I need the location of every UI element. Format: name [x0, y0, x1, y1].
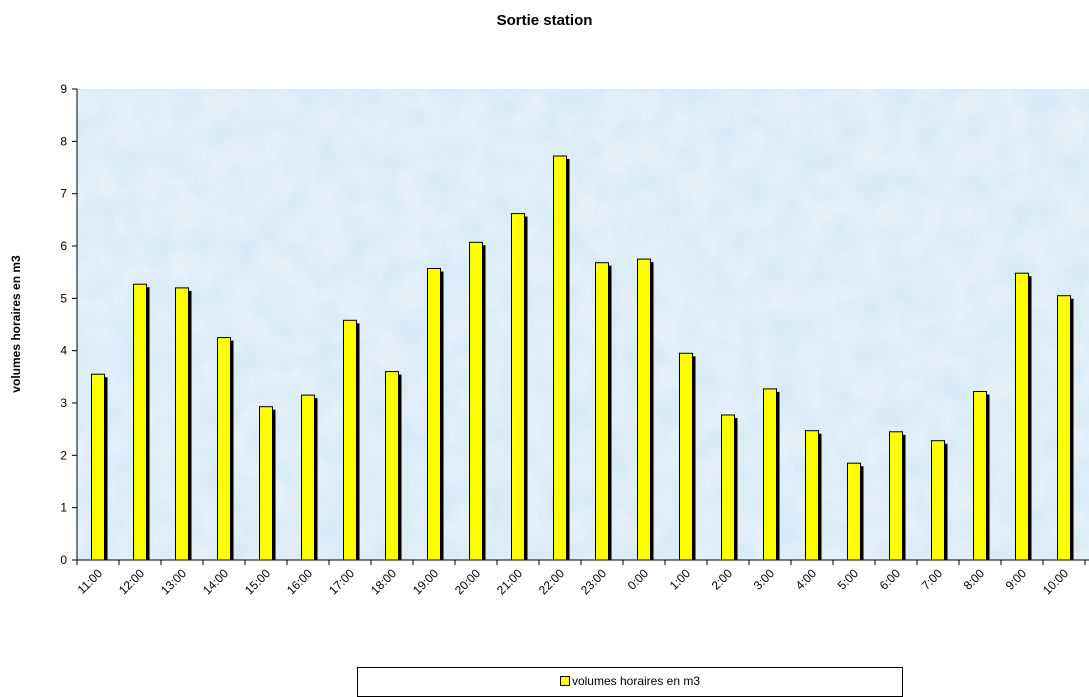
x-tick-label: 16:00: [284, 566, 315, 597]
x-tick-label: 17:00: [326, 566, 357, 597]
x-tick-label: 8:00: [961, 566, 988, 593]
bar: [427, 268, 444, 561]
bar: [1057, 295, 1074, 561]
bar-fill: [637, 258, 651, 561]
chart-title: Sortie station: [496, 12, 593, 29]
y-tick-label: 4: [60, 344, 67, 358]
x-tick-label: 1:00: [667, 566, 694, 593]
x-tick-label: 0:00: [625, 566, 652, 593]
bar: [259, 406, 276, 561]
bar-fill: [343, 319, 357, 561]
bar-fill: [805, 430, 819, 561]
bar-fill: [595, 262, 609, 561]
legend-item: volumes horaires en m3: [358, 674, 902, 688]
bar-fill: [1057, 295, 1071, 561]
legend-label: volumes horaires en m3: [571, 674, 701, 688]
x-tick-label: 3:00: [751, 566, 778, 593]
bar: [553, 155, 570, 561]
bar: [973, 391, 990, 561]
bar-fill: [1015, 272, 1029, 561]
bar-fill: [301, 394, 315, 561]
bar-fill: [931, 440, 945, 561]
bar-fill: [385, 371, 399, 561]
bar-fill: [679, 352, 693, 561]
bar-fill: [553, 155, 567, 561]
x-tick-label: 20:00: [452, 566, 483, 597]
y-tick-label: 1: [60, 501, 67, 515]
y-tick-label: 8: [60, 134, 67, 148]
y-tick-label: 5: [60, 291, 67, 305]
x-tick-label: 19:00: [410, 566, 441, 597]
bar-fill: [217, 337, 231, 561]
y-tick-label: 0: [60, 553, 67, 567]
legend: volumes horaires en m3: [357, 667, 903, 697]
bar: [175, 287, 192, 561]
bar: [217, 337, 234, 561]
plot-area: [77, 89, 1089, 560]
bar-fill: [175, 287, 189, 561]
x-tick-label: 7:00: [919, 566, 946, 593]
bar: [343, 319, 360, 561]
bar-fill: [91, 373, 105, 561]
bar: [91, 373, 108, 561]
bar: [301, 394, 318, 561]
bar-fill: [721, 414, 735, 561]
bar: [679, 352, 696, 561]
bar: [805, 430, 822, 561]
x-tick-label: 5:00: [835, 566, 862, 593]
bar: [133, 283, 150, 561]
bar: [385, 371, 402, 561]
bar-fill: [889, 431, 903, 561]
y-tick-label: 7: [60, 187, 67, 201]
x-tick-label: 22:00: [536, 566, 567, 597]
x-tick-label: 13:00: [158, 566, 189, 597]
y-axis-title: volumes horaires en m3: [9, 255, 23, 393]
x-tick-label: 12:00: [116, 566, 147, 597]
bar-fill: [427, 268, 441, 561]
bar-fill: [469, 241, 483, 561]
bar: [847, 462, 864, 561]
bar-fill: [847, 462, 861, 561]
bar: [595, 262, 612, 561]
x-tick-label: 9:00: [1003, 566, 1030, 593]
bar-fill: [763, 388, 777, 561]
x-tick-label: 14:00: [200, 566, 231, 597]
x-tick-label: 10:00: [1040, 566, 1071, 597]
bar: [763, 388, 780, 561]
bar-fill: [973, 391, 987, 561]
bar: [721, 414, 738, 561]
x-tick-label: 23:00: [578, 566, 609, 597]
bar: [511, 213, 528, 561]
legend-swatch: [559, 676, 570, 686]
bar-fill: [133, 283, 147, 561]
x-tick-label: 21:00: [494, 566, 525, 597]
x-tick-label: 15:00: [242, 566, 273, 597]
bar: [469, 241, 486, 561]
y-tick-label: 9: [60, 82, 67, 96]
bar-fill: [259, 406, 273, 561]
x-tick-label: 6:00: [877, 566, 904, 593]
bar: [889, 431, 906, 561]
y-tick-label: 3: [60, 396, 67, 410]
x-tick-label: 11:00: [75, 566, 106, 597]
y-tick-label: 2: [60, 448, 67, 462]
x-tick-label: 4:00: [793, 566, 820, 593]
bar: [637, 258, 654, 561]
x-tick-label: 2:00: [709, 566, 736, 593]
bar: [931, 440, 948, 561]
bar-fill: [511, 213, 525, 561]
y-tick-label: 6: [60, 239, 67, 253]
x-tick-label: 18:00: [368, 566, 399, 597]
bar: [1015, 272, 1032, 561]
